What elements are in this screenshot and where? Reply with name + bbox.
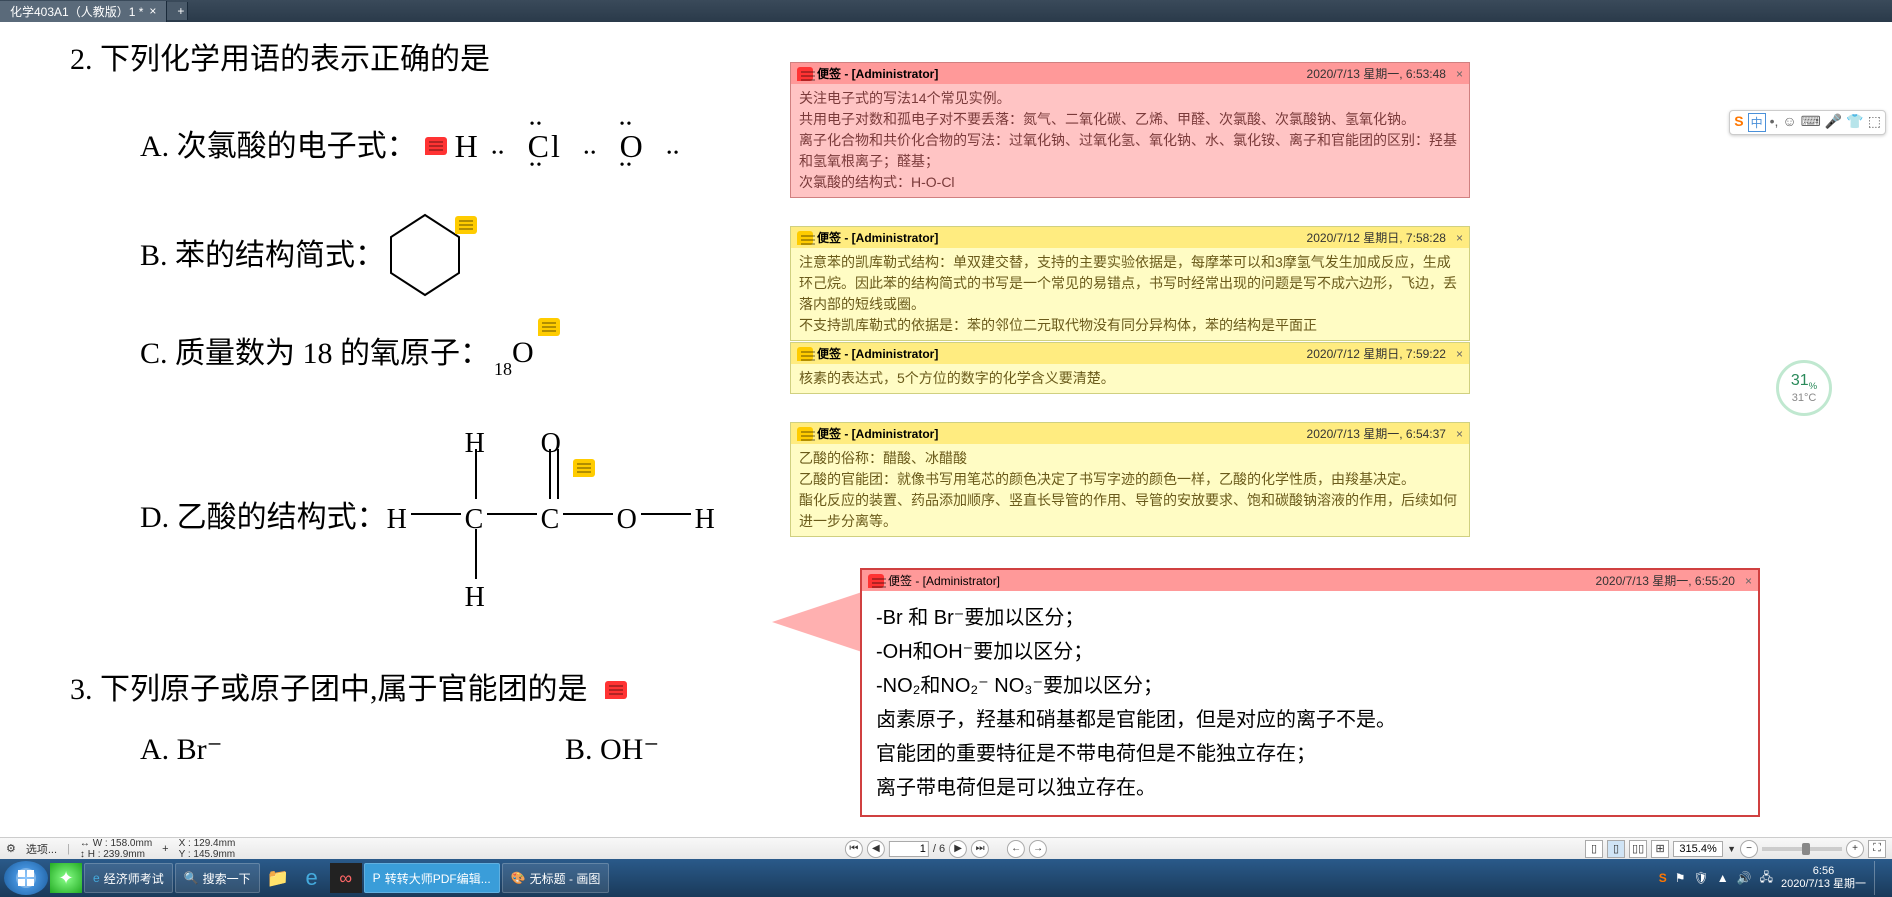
plus-icon: +	[162, 843, 168, 855]
view-mode-1[interactable]: ▯	[1585, 840, 1603, 858]
ime-lang[interactable]: 中	[1748, 113, 1766, 132]
note-body: 乙酸的俗称：醋酸、冰醋酸乙酸的官能团：就像书写用笔芯的颜色决定了书写字迹的颜色一…	[791, 444, 1469, 536]
question-2: 2. 下列化学用语的表示正确的是	[70, 37, 790, 82]
note-icon[interactable]	[455, 216, 477, 234]
note-body: 核素的表达式，5个方位的数字的化学含义要清楚。	[791, 364, 1469, 393]
option-c: C. 质量数为 18 的氧原子： 18O	[140, 330, 790, 377]
note-timestamp: 2020/7/12 星期日, 7:58:28	[1307, 229, 1446, 246]
prev-page-button[interactable]: ◀	[867, 840, 885, 858]
benzene-hexagon	[385, 210, 465, 300]
note-timestamp: 2020/7/12 星期日, 7:59:22	[1307, 345, 1446, 362]
sogou-icon[interactable]: S	[1734, 113, 1743, 132]
note-timestamp: 2020/7/13 星期一, 6:53:48	[1307, 65, 1446, 82]
taskbar-clock[interactable]: 6:56 2020/7/13 星期一	[1781, 865, 1866, 891]
note-icon	[868, 574, 884, 588]
zoom-dropdown-icon[interactable]: ▼	[1727, 844, 1736, 854]
document-viewport: 2. 下列化学用语的表示正确的是 A. 次氯酸的电子式： H •• Cl••••…	[0, 22, 1892, 837]
lewis-structure: H •• Cl•••• •• O•••• ••	[455, 122, 683, 170]
zoom-out-button[interactable]: −	[1740, 840, 1758, 858]
last-page-button[interactable]: ⏭	[971, 840, 989, 858]
note-icon[interactable]	[538, 318, 560, 336]
system-tray: S ⚑ 🛡 ▲ 🔊 🖧 6:56 2020/7/13 星期一	[1659, 861, 1888, 895]
tab-close-icon[interactable]: ×	[149, 4, 156, 18]
tab-title: 化学403A1（人教版）1 *	[10, 3, 143, 20]
question-3: 3. 下列原子或原子团中,属于官能团的是	[70, 667, 790, 712]
first-page-button[interactable]: ⏮	[845, 840, 863, 858]
tray-volume-icon[interactable]: 🔊	[1737, 871, 1752, 885]
tray-sogou-icon[interactable]: S	[1659, 871, 1667, 885]
close-icon[interactable]: ×	[1456, 67, 1463, 81]
tab-bar: 化学403A1（人教版）1 * × +	[0, 0, 1892, 22]
note-icon	[797, 427, 813, 441]
view-mode-2[interactable]: ▯	[1607, 840, 1625, 858]
close-icon[interactable]: ×	[1456, 231, 1463, 245]
task-app-icon[interactable]: ∞	[330, 863, 362, 893]
fullscreen-button[interactable]: ⛶	[1868, 840, 1886, 858]
note-icon	[797, 231, 813, 245]
note-timestamp: 2020/7/13 星期一, 6:55:20	[1596, 572, 1735, 589]
show-desktop-button[interactable]	[1874, 861, 1884, 895]
note-callout-arrow	[772, 592, 862, 652]
note-icon[interactable]	[605, 681, 627, 699]
note-title: 便签 - [Administrator]	[817, 65, 938, 82]
cpu-widget[interactable]: 31% 31°C	[1776, 360, 1832, 416]
option-b: B. 苯的结构简式：	[140, 210, 790, 300]
view-mode-3[interactable]: ▯▯	[1629, 840, 1647, 858]
tray-up-icon[interactable]: ▲	[1717, 871, 1729, 885]
note-title: 便签 - [Administrator]	[817, 345, 938, 362]
ime-toolbar[interactable]: S 中 •, ☺ ⌨ 🎤 👕 ⬚	[1729, 110, 1886, 135]
note-body: 注意苯的凯库勒式结构：单双建交替，支持的主要实验依据是，每摩苯可以和3摩氢气发生…	[791, 248, 1469, 340]
zoom-in-button[interactable]: +	[1846, 840, 1864, 858]
q3-opt-a: A. Br⁻	[140, 727, 565, 772]
note-body: -Br 和 Br⁻要加以区分；-OH和OH⁻要加以区分；-NO₂和NO₂⁻ NO…	[862, 591, 1758, 815]
zoom-slider[interactable]	[1762, 847, 1842, 851]
task-folder-icon[interactable]: 📁	[262, 863, 294, 893]
task-paint[interactable]: 🎨无标题 - 画图	[502, 863, 610, 893]
note-body: 关注电子式的写法14个常见实例。共用电子对数和孤电子对不要丢落：氮气、二氧化碳、…	[791, 84, 1469, 197]
taskbar: ✦ e经济师考试 🔍搜索一下 📁 e ∞ P转转大师PDF编辑... 🎨无标题 …	[0, 859, 1892, 897]
close-icon[interactable]: ×	[1456, 347, 1463, 361]
task-ie[interactable]: e经济师考试	[84, 863, 173, 893]
note-icon[interactable]	[573, 459, 595, 477]
document-tab[interactable]: 化学403A1（人教版）1 * ×	[0, 1, 167, 22]
zoom-input[interactable]	[1673, 841, 1723, 857]
task-pdf[interactable]: P转转大师PDF编辑...	[364, 863, 500, 893]
sticky-note-large[interactable]: 便签 - [Administrator] 2020/7/13 星期一, 6:55…	[860, 568, 1760, 817]
note-title: 便签 - [Administrator]	[817, 425, 938, 442]
next-page-button[interactable]: ▶	[949, 840, 967, 858]
options-button[interactable]: 选项...	[26, 841, 57, 857]
close-icon[interactable]: ×	[1456, 427, 1463, 441]
sticky-note[interactable]: 便签 - [Administrator] 2020/7/12 星期日, 7:59:…	[790, 342, 1470, 394]
tab-add-button[interactable]: +	[167, 2, 188, 20]
nav-fwd-button[interactable]: →	[1029, 840, 1047, 858]
page-input[interactable]	[889, 841, 929, 857]
task-icon-1[interactable]: ✦	[50, 863, 82, 893]
view-mode-4[interactable]: ⊞	[1651, 840, 1669, 858]
gear-icon[interactable]: ⚙	[6, 842, 16, 855]
tray-shield-icon[interactable]: 🛡	[1694, 871, 1709, 885]
note-icon[interactable]	[425, 137, 447, 155]
note-timestamp: 2020/7/13 星期一, 6:54:37	[1307, 425, 1446, 442]
tray-network-icon[interactable]: 🖧	[1760, 868, 1773, 889]
nav-back-button[interactable]: ←	[1007, 840, 1025, 858]
page-content: 2. 下列化学用语的表示正确的是 A. 次氯酸的电子式： H •• Cl••••…	[30, 22, 790, 772]
sticky-note[interactable]: 便签 - [Administrator] 2020/7/13 星期一, 6:54:…	[790, 422, 1470, 537]
task-ie-icon[interactable]: e	[296, 863, 328, 893]
note-icon	[797, 67, 813, 81]
cpu-temp: 31°C	[1792, 392, 1817, 404]
sticky-note[interactable]: 便签 - [Administrator] 2020/7/13 星期一, 6:53:…	[790, 62, 1470, 198]
tray-flag-icon[interactable]: ⚑	[1675, 871, 1686, 885]
close-icon[interactable]: ×	[1745, 574, 1752, 588]
status-bar: ⚙ 选项... | ↔ W : 158.0mm ↕ H : 239.9mm + …	[0, 837, 1892, 859]
sticky-note[interactable]: 便签 - [Administrator] 2020/7/12 星期日, 7:58:…	[790, 226, 1470, 341]
option-d: D. 乙酸的结构式： H C H H C O O H	[140, 417, 790, 617]
option-a: A. 次氯酸的电子式： H •• Cl•••• •• O•••• ••	[140, 122, 790, 170]
acetic-acid-structure: H C H H C O O H	[387, 417, 707, 617]
note-title: 便签 - [Administrator]	[888, 572, 1000, 589]
task-search[interactable]: 🔍搜索一下	[175, 863, 260, 893]
note-icon	[797, 347, 813, 361]
note-title: 便签 - [Administrator]	[817, 229, 938, 246]
start-button[interactable]	[4, 861, 48, 895]
